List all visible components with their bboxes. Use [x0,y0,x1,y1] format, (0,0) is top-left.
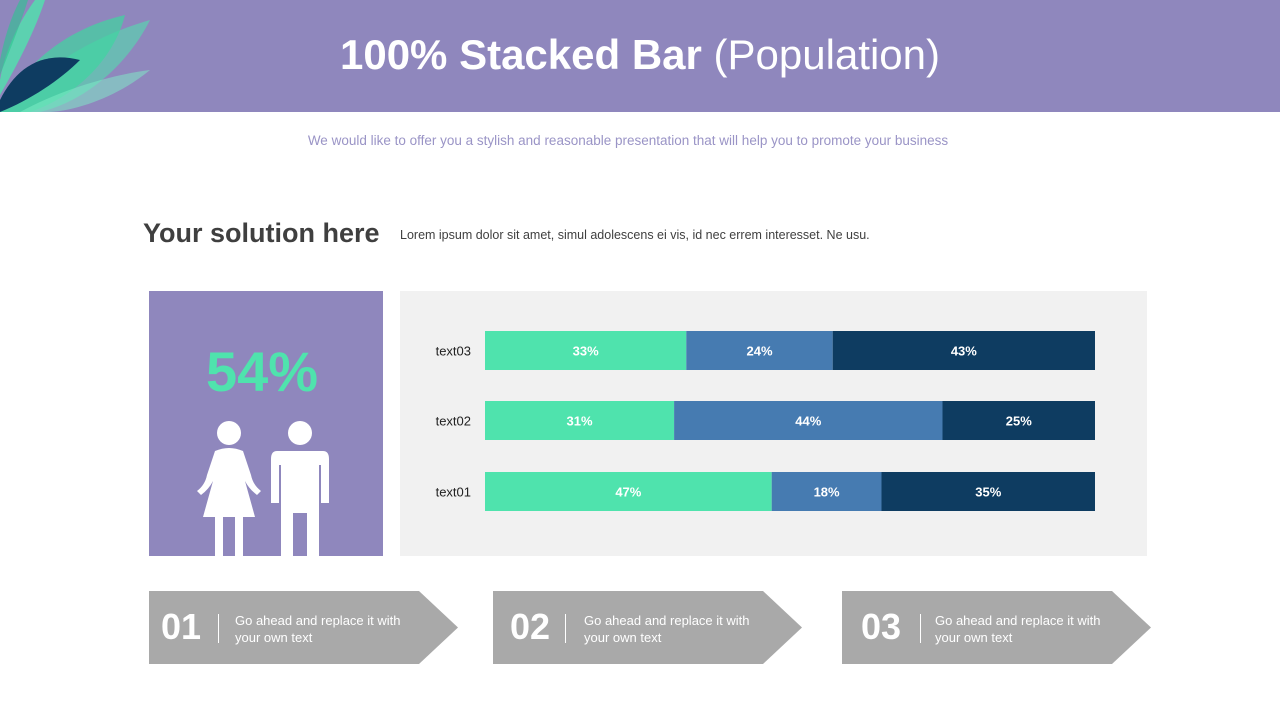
page-subtitle: We would like to offer you a stylish and… [307,133,949,148]
data-label: 25% [1006,414,1032,429]
arrow-shape-icon [493,591,802,664]
step-divider [920,614,921,643]
step-card-2: 02 Go ahead and replace it with your own… [493,591,803,664]
step-number: 01 [161,606,202,647]
bar-segment [686,331,833,370]
bar-segment [485,401,675,440]
data-label: 35% [975,485,1001,500]
leaf-decoration-icon [0,0,150,112]
data-label: 18% [814,485,840,500]
data-label: 44% [795,414,821,429]
bar-segment [485,331,687,370]
arrow-shape-icon [842,591,1151,664]
stat-panel: 54% [149,291,383,556]
bar-segment [771,472,882,511]
step-number: 03 [861,606,902,647]
category-label: text01 [436,485,471,500]
step-text: Go ahead and replace it with your own te… [584,613,750,645]
data-label: 47% [615,485,641,500]
bar-segment [674,401,943,440]
step-divider [565,614,566,643]
bar-segment [881,472,1095,511]
arrow-shape-icon [149,591,458,664]
bar-segment [832,331,1095,370]
step-number: 02 [510,606,551,647]
category-label: text02 [436,414,471,429]
data-label: 33% [573,344,599,359]
step-card-1: 01 Go ahead and replace it with your own… [149,591,459,664]
section-description: Lorem ipsum dolor sit amet, simul adoles… [400,228,870,242]
stacked-bar-chart: text03 33% 24% 43% text02 31% 44% 25% text01 47% 1… [436,331,1095,511]
chart-panel: text03 33% 24% 43% text02 31% 44% 25% text01 47% 1… [400,291,1147,556]
step-card-3: 03 Go ahead and replace it with your own… [842,591,1152,664]
title-bold: 100% Stacked Bar [339,31,702,78]
section-heading: Your solution here [143,218,380,248]
title-light: (Population) [713,31,941,78]
data-label: 31% [567,414,593,429]
people-icon [197,421,329,556]
bar-segment [942,401,1095,440]
data-label: 24% [746,344,772,359]
data-label: 43% [951,344,977,359]
step-divider [218,614,219,643]
page-title: 100% Stacked Bar (Population) [0,30,1280,80]
step-text: Go ahead and replace it with your own te… [935,613,1101,645]
header-banner: 100% Stacked Bar (Population) [0,0,1280,112]
bar-segment [485,472,772,511]
category-label: text03 [436,344,471,359]
stat-value: 54% [205,340,319,403]
step-text: Go ahead and replace it with your own te… [235,613,401,645]
